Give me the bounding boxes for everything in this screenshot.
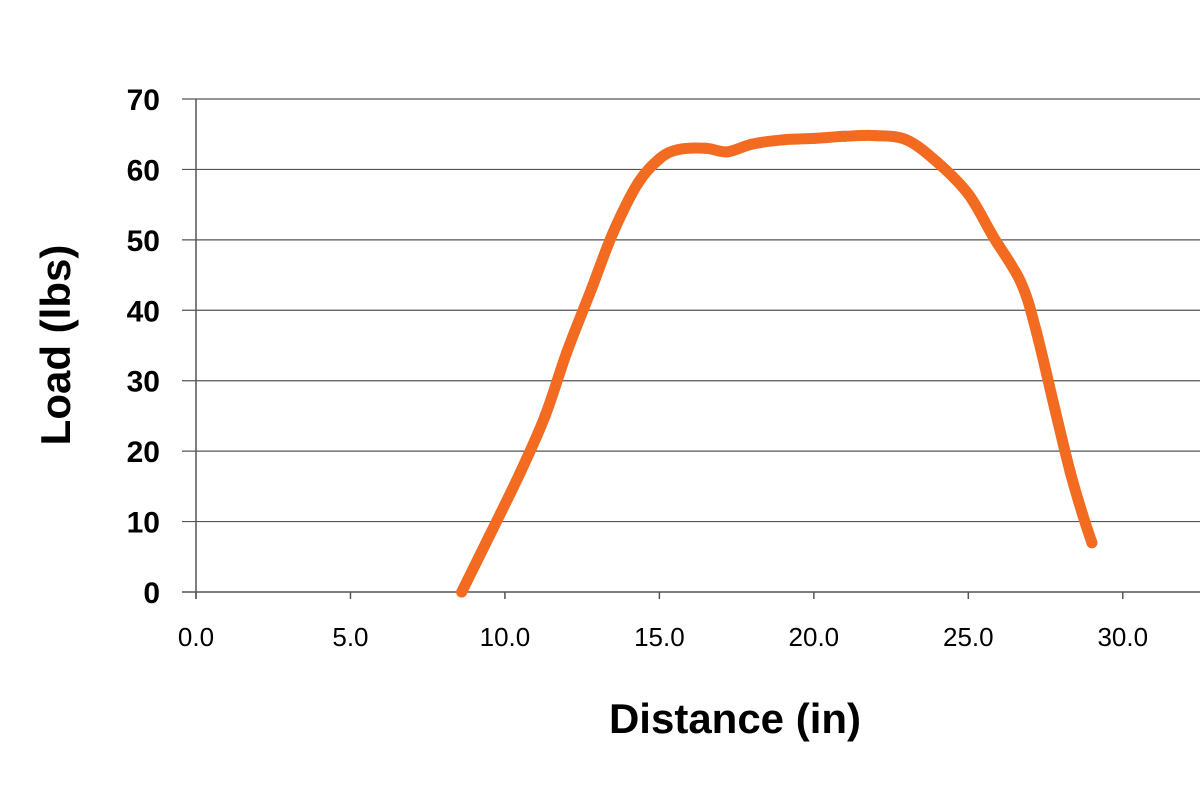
y-tick-label: 40	[127, 295, 160, 328]
y-tick-label: 60	[127, 154, 160, 187]
data-point	[607, 227, 619, 239]
data-point	[585, 283, 597, 295]
x-tick-label: 0.0	[178, 622, 214, 652]
data-point	[931, 156, 943, 168]
y-tick-labels: 0 10 20 30 40 50 60 70	[127, 84, 160, 610]
y-tick-label: 0	[143, 577, 160, 610]
x-tick-label: 5.0	[332, 622, 368, 652]
x-axis-title: Distance (in)	[609, 695, 861, 742]
data-point	[1030, 325, 1042, 337]
data-point	[632, 178, 644, 190]
data-point	[962, 188, 974, 200]
x-tick-labels: 0.0 5.0 10.0 15.0 20.0 25.0 30.0	[178, 622, 1148, 652]
data-point	[808, 132, 820, 144]
y-tick-label: 30	[127, 366, 160, 399]
y-tick-label: 20	[127, 436, 160, 469]
x-tick-label: 25.0	[943, 622, 994, 652]
data-point	[672, 144, 684, 156]
data-point	[1086, 537, 1098, 549]
data-point	[561, 347, 573, 359]
y-tick-label: 50	[127, 225, 160, 258]
x-tick-label: 15.0	[634, 622, 685, 652]
y-tick-label: 70	[127, 84, 160, 117]
gridlines	[182, 98, 1200, 523]
data-point	[653, 153, 665, 165]
data-point	[456, 586, 468, 598]
data-point	[721, 146, 733, 158]
data-point	[1077, 509, 1089, 521]
series-group	[456, 129, 1098, 598]
data-point	[700, 142, 712, 154]
y-axis-title: Load (lbs)	[32, 245, 79, 446]
data-point	[539, 410, 551, 422]
x-tick-label: 20.0	[789, 622, 840, 652]
data-point	[1064, 466, 1076, 478]
data-point	[987, 230, 999, 242]
x-tick-label: 10.0	[480, 622, 531, 652]
data-point	[483, 530, 495, 542]
data-point	[1015, 276, 1027, 288]
data-point	[870, 130, 882, 142]
data-point	[1049, 403, 1061, 415]
y-tick-label: 10	[127, 507, 160, 540]
data-point	[839, 130, 851, 142]
axes	[182, 99, 1200, 599]
data-point	[777, 134, 789, 146]
data-point	[746, 138, 758, 150]
x-tick-label: 30.0	[1097, 622, 1148, 652]
data-point	[901, 134, 913, 146]
data-point	[514, 466, 526, 478]
load-distance-series-line	[456, 129, 1098, 598]
